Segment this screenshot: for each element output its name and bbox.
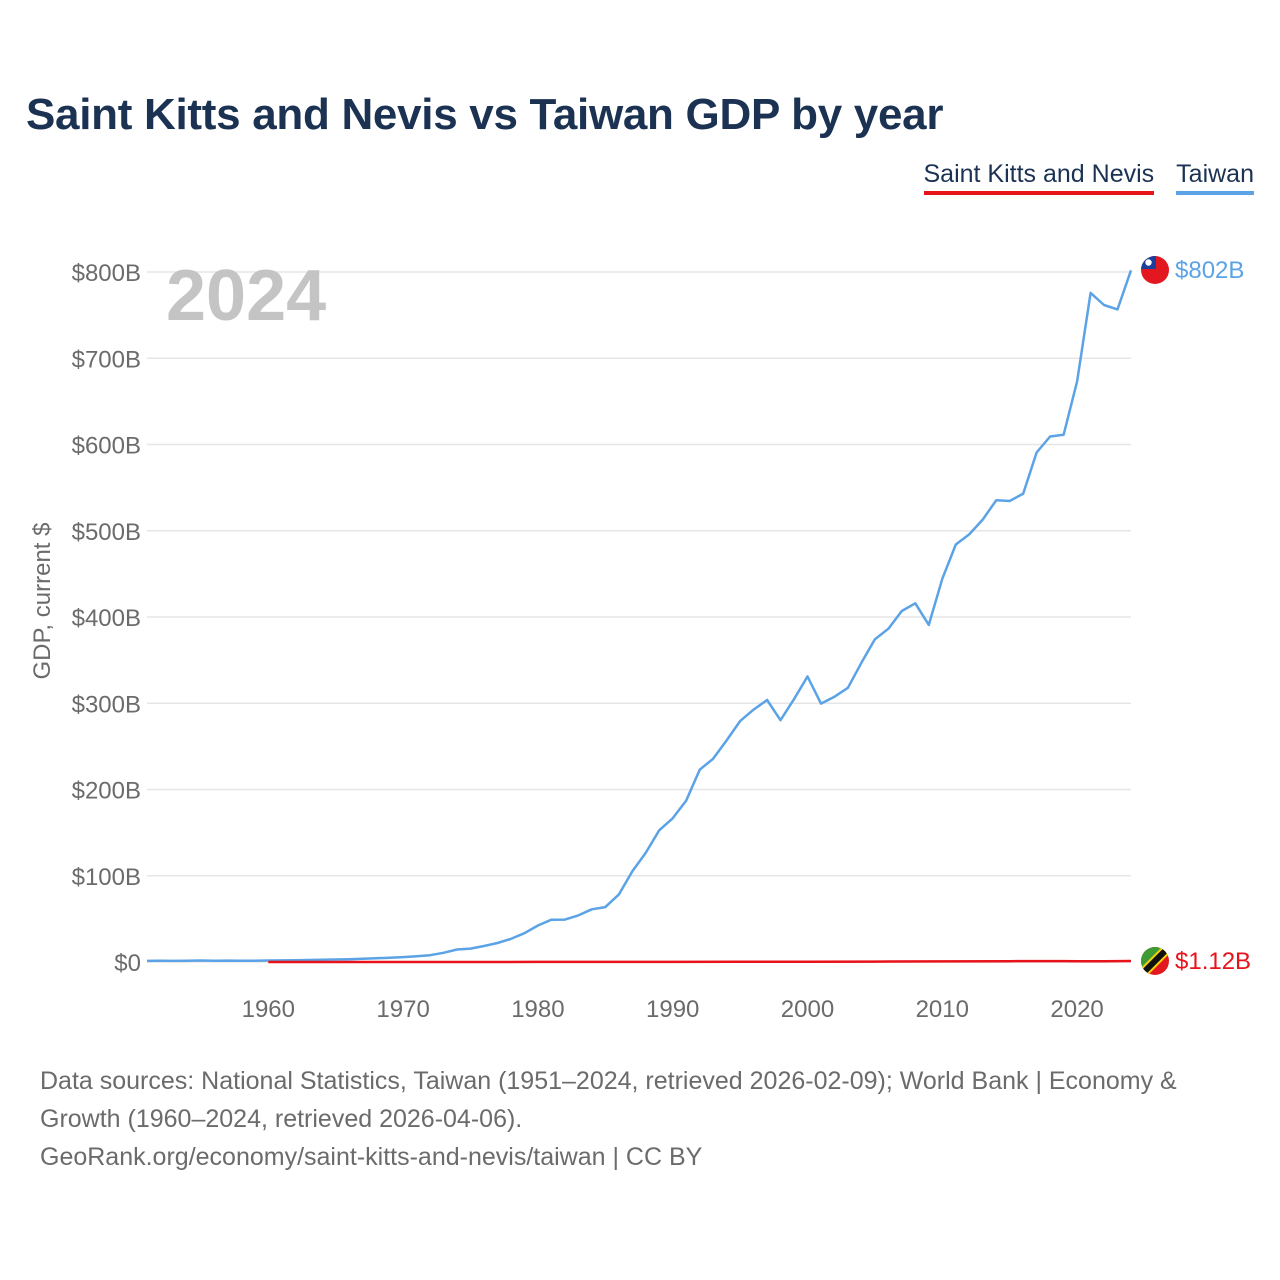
x-tick-label: 2000 <box>781 996 834 1023</box>
source-line-2: Growth (1960–2024, retrieved 2026-04-06)… <box>40 1105 523 1133</box>
x-tick-label: 2020 <box>1050 996 1103 1023</box>
x-axis-ticks: 1960 1970 1980 1990 2000 2010 2020 <box>242 996 1104 1023</box>
y-tick-label: $600B <box>72 433 141 460</box>
y-tick-label: $200B <box>72 778 141 805</box>
footer-sources: Data sources: National Statistics, Taiwa… <box>40 1062 1240 1176</box>
y-axis-label: GDP, current $ <box>29 523 56 680</box>
legend-item-taiwan[interactable]: Taiwan <box>1176 160 1254 195</box>
taiwan-flag-icon <box>1141 256 1169 284</box>
gdp-line-chart: $0 $100B $200B $300B $400B $500B $600B $700B $80… <box>29 256 1251 1023</box>
legend-item-saint-kitts[interactable]: Saint Kitts and Nevis <box>923 160 1155 195</box>
source-line-1: Data sources: National Statistics, Taiwa… <box>40 1067 1177 1095</box>
legend: Saint Kitts and Nevis Taiwan <box>923 160 1254 195</box>
series-line-saint-kitts <box>268 959 1132 964</box>
series-line-taiwan <box>146 269 1133 963</box>
y-tick-label: $400B <box>72 605 141 632</box>
grid-lines <box>147 271 1131 963</box>
x-tick-label: 2010 <box>916 996 969 1023</box>
y-tick-label: $0 <box>114 950 141 977</box>
chart-title: Saint Kitts and Nevis vs Taiwan GDP by y… <box>26 90 944 139</box>
saint-kitts-flag-icon <box>1141 947 1169 975</box>
x-tick-label: 1990 <box>646 996 699 1023</box>
y-axis-ticks: $0 $100B $200B $300B $400B $500B $600B $700B $80… <box>72 260 141 977</box>
year-watermark: 2024 <box>166 256 326 336</box>
x-tick-label: 1960 <box>242 996 295 1023</box>
series-points <box>147 270 1131 962</box>
end-label-taiwan: $802B <box>1175 257 1244 284</box>
x-tick-label: 1970 <box>376 996 429 1023</box>
y-tick-label: $700B <box>72 346 141 373</box>
y-tick-label: $800B <box>72 260 141 287</box>
end-label-saint-kitts: $1.12B <box>1175 948 1251 975</box>
x-tick-label: 1980 <box>511 996 564 1023</box>
y-tick-label: $300B <box>72 691 141 718</box>
y-tick-label: $500B <box>72 519 141 546</box>
source-url[interactable]: GeoRank.org/economy/saint-kitts-and-nevi… <box>40 1143 703 1171</box>
y-tick-label: $100B <box>72 864 141 891</box>
